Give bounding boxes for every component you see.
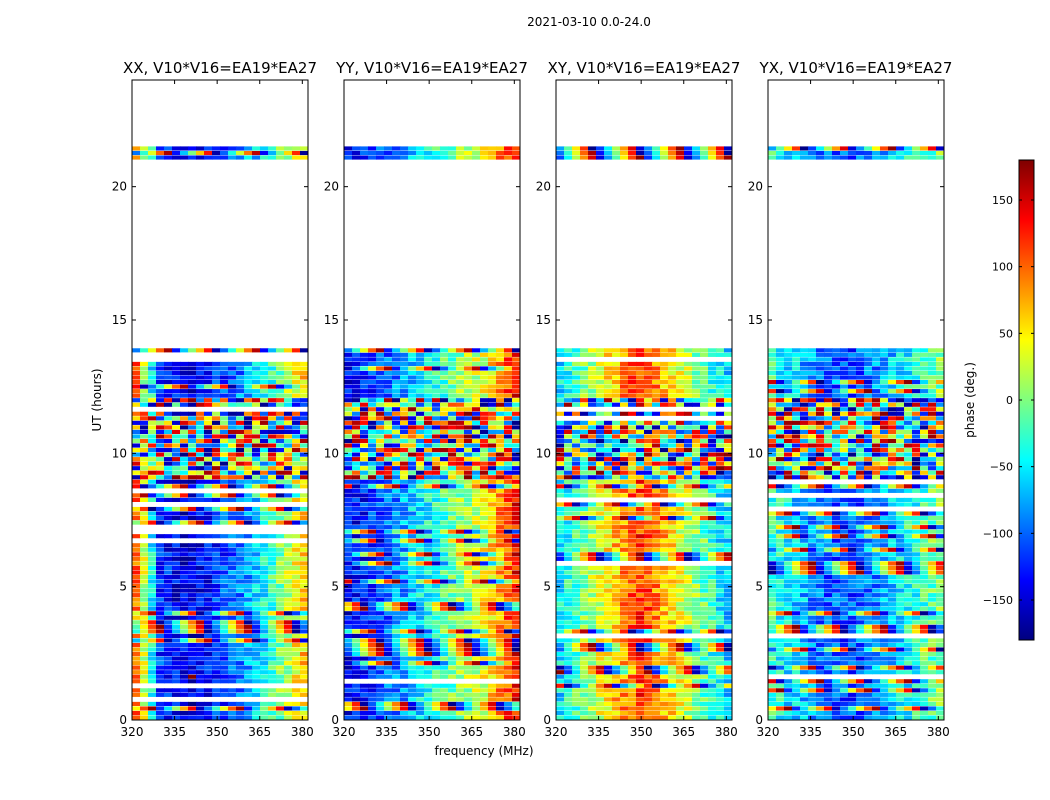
x-tick-label: 380 — [503, 725, 526, 739]
y-tick-label: 20 — [112, 180, 127, 194]
y-tick-label: 15 — [536, 313, 551, 327]
panel-frame — [767, 79, 945, 721]
panel-title: YY, V10*V16=EA19*EA27 — [335, 59, 528, 77]
panel-4: YX, V10*V16=EA19*EA27 320 335 350 365 380 0 5 10… — [748, 59, 953, 739]
heatmap-cells — [132, 146, 308, 720]
x-tick-label: 365 — [248, 725, 271, 739]
x-tick-label: 320 — [333, 725, 356, 739]
y-tick-label: 10 — [324, 446, 339, 460]
y-tick-label: 5 — [755, 580, 763, 594]
x-tick-label: 350 — [418, 725, 441, 739]
y-tick-label: 0 — [543, 713, 551, 727]
y-tick-label: 15 — [324, 313, 339, 327]
x-tick-label: 365 — [460, 725, 483, 739]
colorbar-tick-label: 100 — [992, 261, 1013, 274]
panel-frame — [555, 79, 733, 721]
panel-frame — [131, 79, 309, 721]
x-tick-label: 350 — [206, 725, 229, 739]
colorbar-tick-label: 50 — [999, 327, 1013, 340]
x-tick-label: 350 — [630, 725, 653, 739]
panel-title: XY, V10*V16=EA19*EA27 — [548, 59, 741, 77]
heatmap-cells — [344, 146, 520, 720]
x-tick-label: 335 — [163, 725, 186, 739]
y-tick-label: 10 — [112, 446, 127, 460]
panel-1: XX, V10*V16=EA19*EA27 320 335 350 365 380 0 5 10… — [112, 59, 317, 739]
y-tick-label: 5 — [119, 580, 127, 594]
heatmap-cells — [768, 146, 944, 720]
y-tick-label: 10 — [536, 446, 551, 460]
colorbar-tick-label: −50 — [990, 461, 1013, 474]
x-tick-label: 380 — [291, 725, 314, 739]
x-tick-label: 335 — [587, 725, 610, 739]
x-tick-label: 320 — [757, 725, 780, 739]
colorbar: 150 100 50 0 −50 −100 −150 phase (deg.) — [963, 159, 1035, 641]
y-tick-label: 0 — [331, 713, 339, 727]
x-tick-label: 350 — [842, 725, 865, 739]
y-tick-label: 20 — [324, 180, 339, 194]
colorbar-ticks: 150 100 50 0 −50 −100 −150 — [983, 194, 1034, 607]
y-axis-label: UT (hours) — [90, 368, 104, 431]
x-tick-label: 335 — [799, 725, 822, 739]
y-tick-label: 5 — [331, 580, 339, 594]
y-tick-label: 20 — [536, 180, 551, 194]
colorbar-label: phase (deg.) — [963, 362, 977, 438]
colorbar-tick-label: −100 — [983, 527, 1013, 540]
panel-title: YX, V10*V16=EA19*EA27 — [759, 59, 953, 77]
y-tick-label: 0 — [755, 713, 763, 727]
y-tick-label: 0 — [119, 713, 127, 727]
colorbar-tick-label: 150 — [992, 194, 1013, 207]
panels-group: XX, V10*V16=EA19*EA27 320 335 350 365 380 0 5 10… — [112, 59, 953, 739]
panel-3: XY, V10*V16=EA19*EA27 320 335 350 365 380 0 5 10… — [536, 59, 741, 739]
x-tick-label: 365 — [884, 725, 907, 739]
panel-frame — [343, 79, 521, 721]
y-tick-label: 20 — [748, 180, 763, 194]
y-tick-label: 15 — [112, 313, 127, 327]
x-axis-label: frequency (MHz) — [434, 744, 533, 758]
figure-suptitle: 2021-03-10 0.0-24.0 — [527, 15, 651, 29]
y-tick-label: 15 — [748, 313, 763, 327]
x-tick-label: 320 — [545, 725, 568, 739]
panel-title: XX, V10*V16=EA19*EA27 — [123, 59, 317, 77]
heatmap-cells — [556, 146, 732, 720]
x-tick-label: 335 — [375, 725, 398, 739]
colorbar-tick-label: −150 — [983, 594, 1013, 607]
x-tick-label: 380 — [715, 725, 738, 739]
x-tick-label: 320 — [121, 725, 144, 739]
y-tick-label: 10 — [748, 446, 763, 460]
y-tick-label: 5 — [543, 580, 551, 594]
colorbar-tick-label: 0 — [1006, 394, 1013, 407]
panel-2: YY, V10*V16=EA19*EA27 320 335 350 365 380 0 5 10… — [324, 59, 528, 739]
x-tick-label: 380 — [927, 725, 950, 739]
x-tick-label: 365 — [672, 725, 695, 739]
